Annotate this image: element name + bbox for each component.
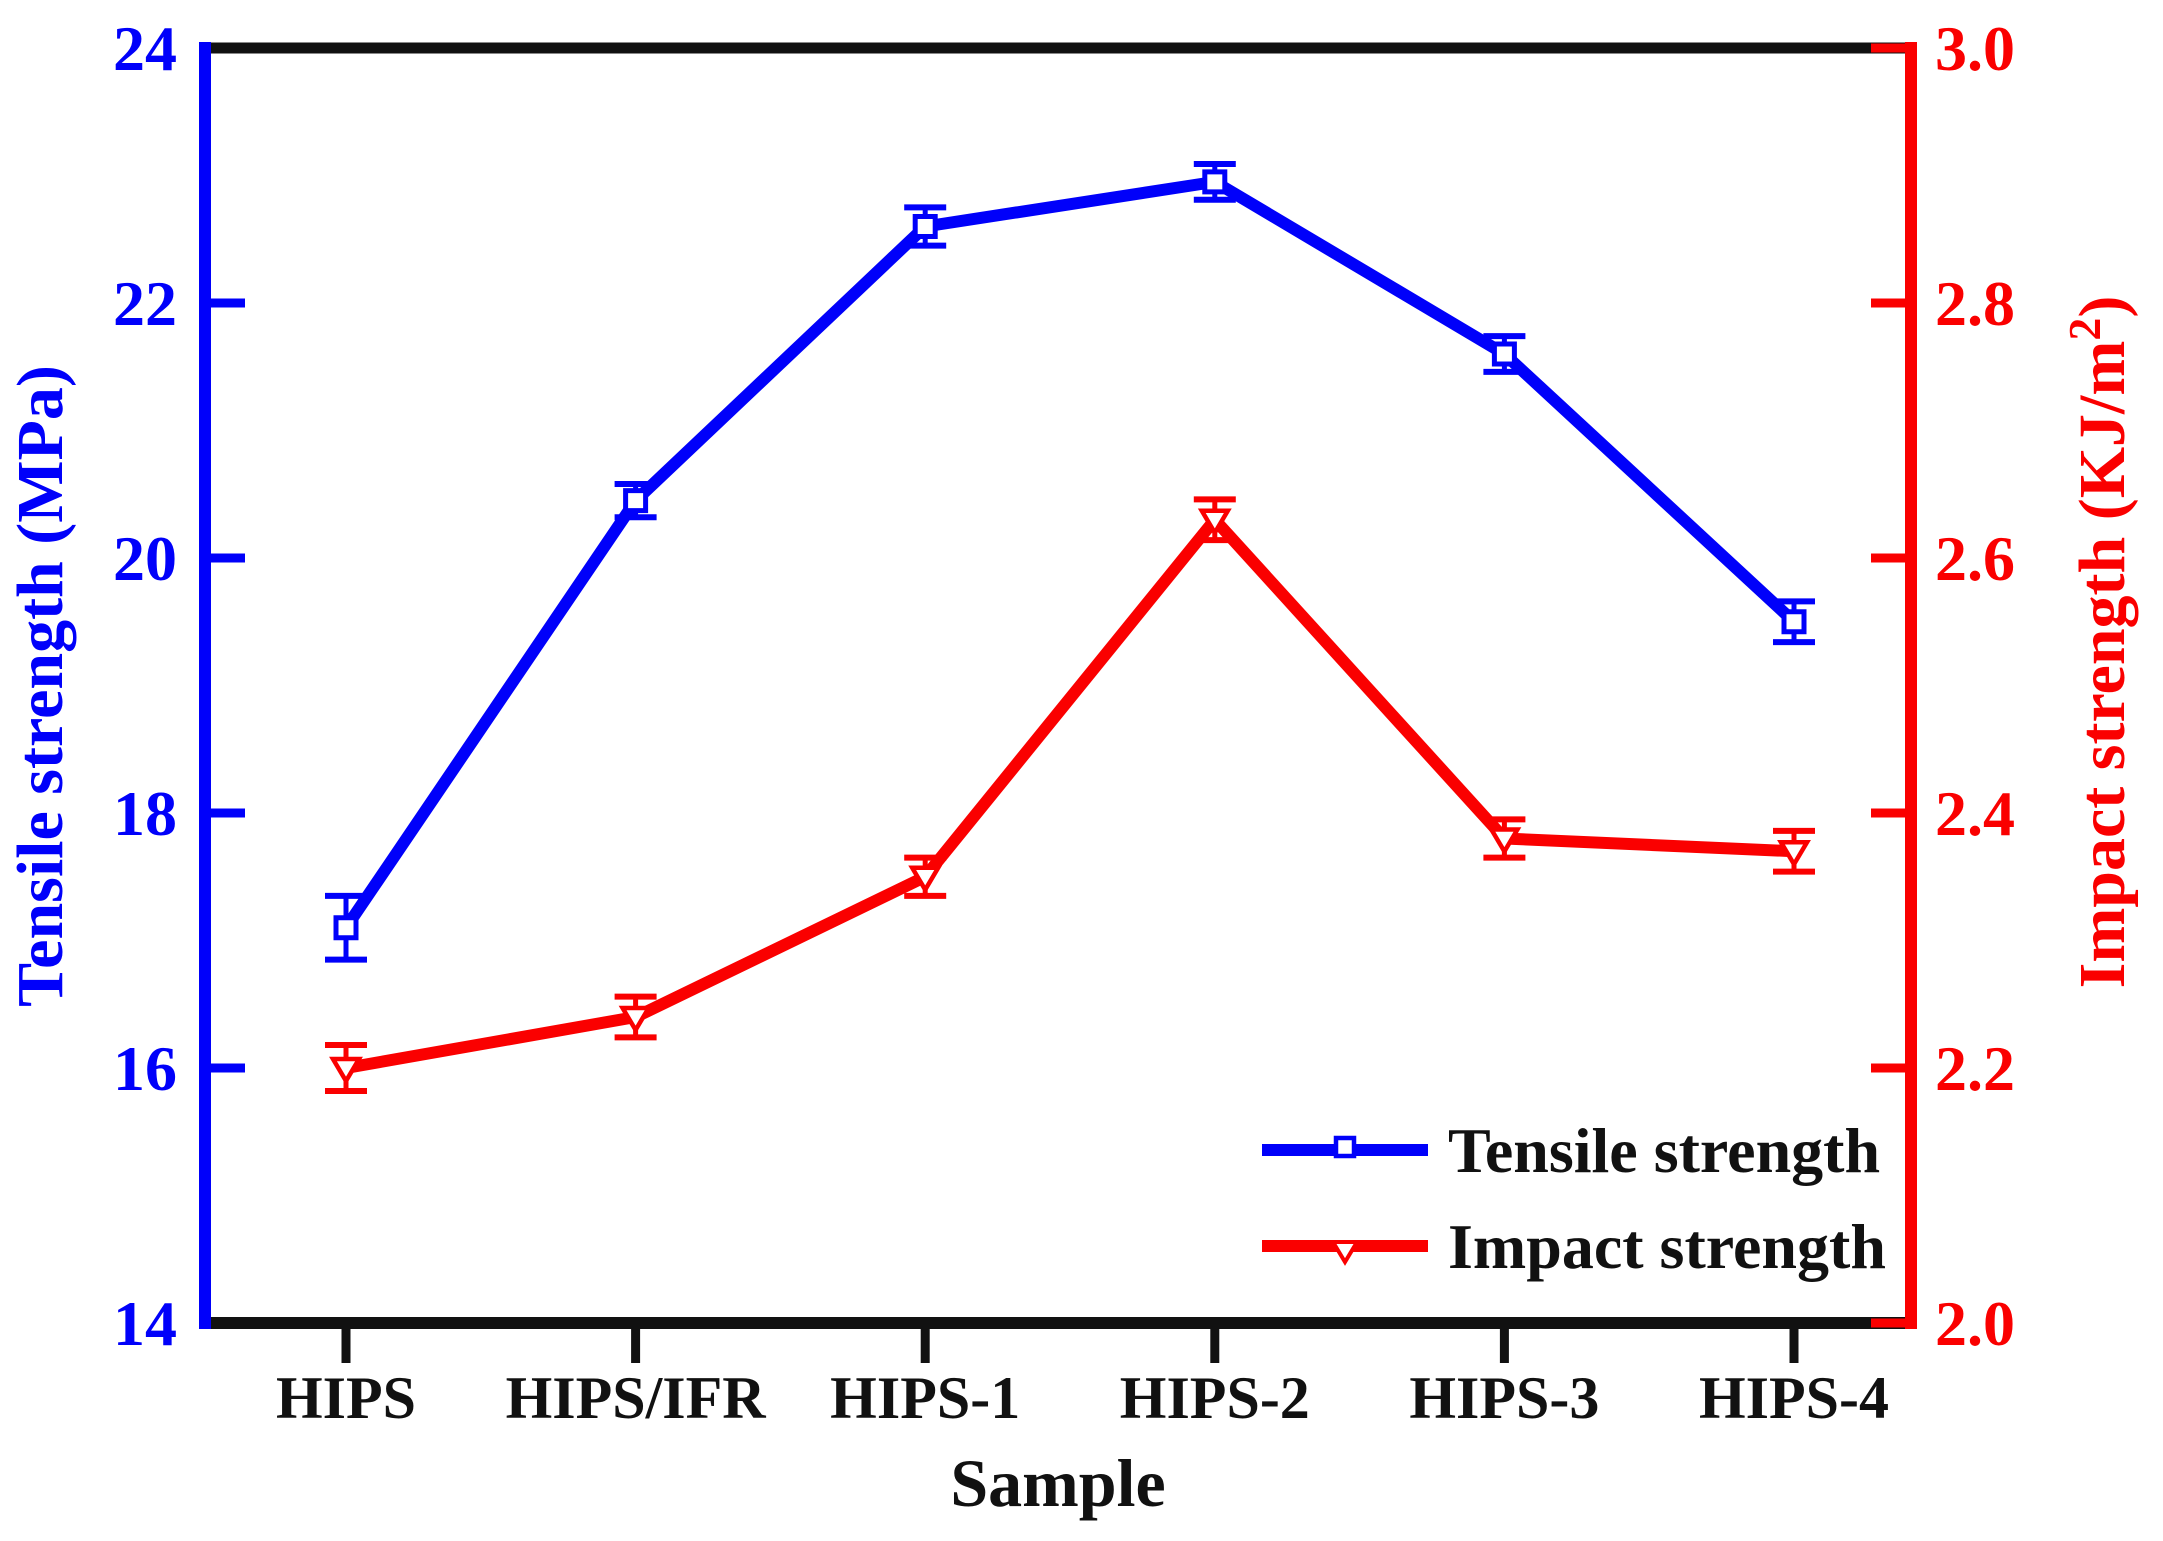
square-marker (1202, 169, 1228, 195)
x-axis-tick-label: HIPS-2 (1120, 1365, 1310, 1431)
left-axis-tick-label: 24 (113, 13, 177, 84)
impact-line (344, 513, 1795, 1074)
x-axis-tick-label: HIPS-3 (1409, 1365, 1599, 1431)
tensile-series (325, 161, 1815, 963)
triangle-down-marker (1487, 827, 1522, 856)
left-axis-tick-labels: 14 16 18 20 22 24 (113, 13, 177, 1359)
left-axis-tick-label: 18 (113, 778, 177, 849)
x-axis-tick-label: HIPS-4 (1699, 1365, 1889, 1431)
right-axis-tick-label: 3.0 (1935, 13, 2015, 84)
right-axis-tick-label: 2.6 (1935, 523, 2015, 594)
right-axis-tick-label: 2.4 (1935, 778, 2015, 849)
square-marker (623, 488, 649, 514)
superscript: 2 (2059, 318, 2110, 341)
legend-label-impact: Impact strength (1448, 1211, 1886, 1282)
right-axis-title: Impact strength (KJ/m2) (2059, 296, 2139, 989)
right-axis-ticks (1871, 43, 1905, 1328)
right-axis-tick-label: 2.2 (1935, 1033, 2015, 1104)
plot-spines (199, 42, 1917, 1329)
x-axis-ticks (341, 1329, 1799, 1363)
legend: Tensile strength Impact strength (1262, 1115, 1886, 1282)
x-axis-tick-labels: HIPS HIPS/IFR HIPS-1 HIPS-2 HIPS-3 HIPS-4 (276, 1365, 1889, 1431)
legend-label-tensile: Tensile strength (1448, 1115, 1880, 1186)
square-marker (333, 915, 359, 941)
impact-series (325, 496, 1815, 1094)
x-axis-tick-label: HIPS (276, 1365, 416, 1431)
left-axis-tick-label: 14 (113, 1288, 177, 1359)
legend-triangle-down-marker (1329, 1240, 1361, 1266)
square-marker (1491, 341, 1517, 367)
square-marker (1781, 609, 1807, 635)
triangle-down-marker (1197, 508, 1232, 538)
x-axis-title: Sample (950, 1445, 1165, 1521)
legend-square-marker (1333, 1135, 1357, 1159)
square-marker (912, 214, 938, 239)
triangle-down-marker (329, 1056, 363, 1086)
right-axis-tick-label: 2.0 (1935, 1288, 2015, 1359)
left-axis-ticks (211, 43, 245, 1328)
triangle-down-marker (908, 865, 943, 895)
x-axis-tick-label: HIPS-1 (830, 1365, 1020, 1431)
x-axis-tick-label: HIPS/IFR (506, 1365, 767, 1431)
tensile-line (341, 175, 1799, 932)
right-axis-tick-label: 2.8 (1935, 268, 2015, 339)
left-axis-tick-label: 16 (113, 1033, 177, 1104)
left-axis-title: Tensile strength (MPa) (4, 365, 77, 1007)
right-axis-tick-labels: 2.0 2.2 2.4 2.6 2.8 3.0 (1935, 13, 2015, 1359)
left-axis-tick-label: 22 (113, 268, 177, 339)
left-axis-tick-label: 20 (113, 523, 177, 594)
triangle-down-marker (1777, 840, 1811, 869)
triangle-down-marker (618, 1005, 653, 1035)
